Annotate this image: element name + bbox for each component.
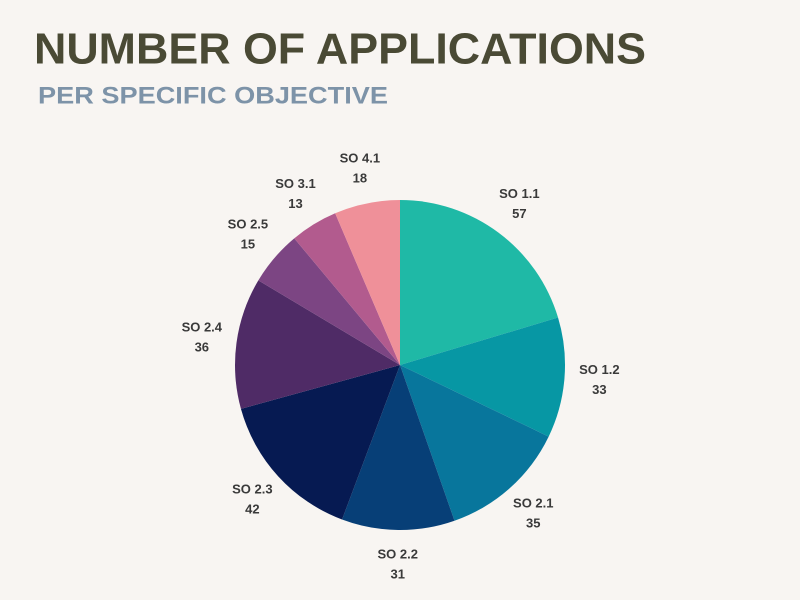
slice-label: SO 1.2 [579,362,619,377]
slice-label: SO 3.1 [275,176,315,191]
slice-label: SO 2.3 [232,481,272,496]
slice-value: 18 [353,171,367,186]
slice-label: SO 4.1 [340,151,380,166]
slice-value: 15 [241,237,255,252]
slice-value: 13 [288,196,302,211]
slice-label: SO 2.1 [513,496,553,511]
slice-label: SO 2.4 [182,320,223,335]
pie-slice [294,213,400,365]
pie-slice [335,200,400,365]
pie-slice [234,280,400,409]
pie-slice [400,365,549,521]
chart-title: NUMBER OF APPLICATIONS [34,25,646,74]
slice-label: SO 1.1 [499,186,539,201]
slice-value: 33 [592,382,606,397]
pie-slice [400,200,559,365]
slice-label: SO 2.5 [228,217,268,232]
slice-value: 31 [391,566,405,581]
pie-slice [240,365,400,520]
slice-value: 36 [195,340,209,355]
slice-value: 57 [512,206,526,221]
pie-slice [342,365,455,530]
slice-value: 35 [526,516,540,531]
pie-slice [258,238,400,365]
pie-slice [400,317,565,437]
slice-label: SO 2.2 [378,546,418,561]
chart-subtitle: PER SPECIFIC OBJECTIVE [38,82,388,109]
slice-value: 42 [245,501,259,516]
